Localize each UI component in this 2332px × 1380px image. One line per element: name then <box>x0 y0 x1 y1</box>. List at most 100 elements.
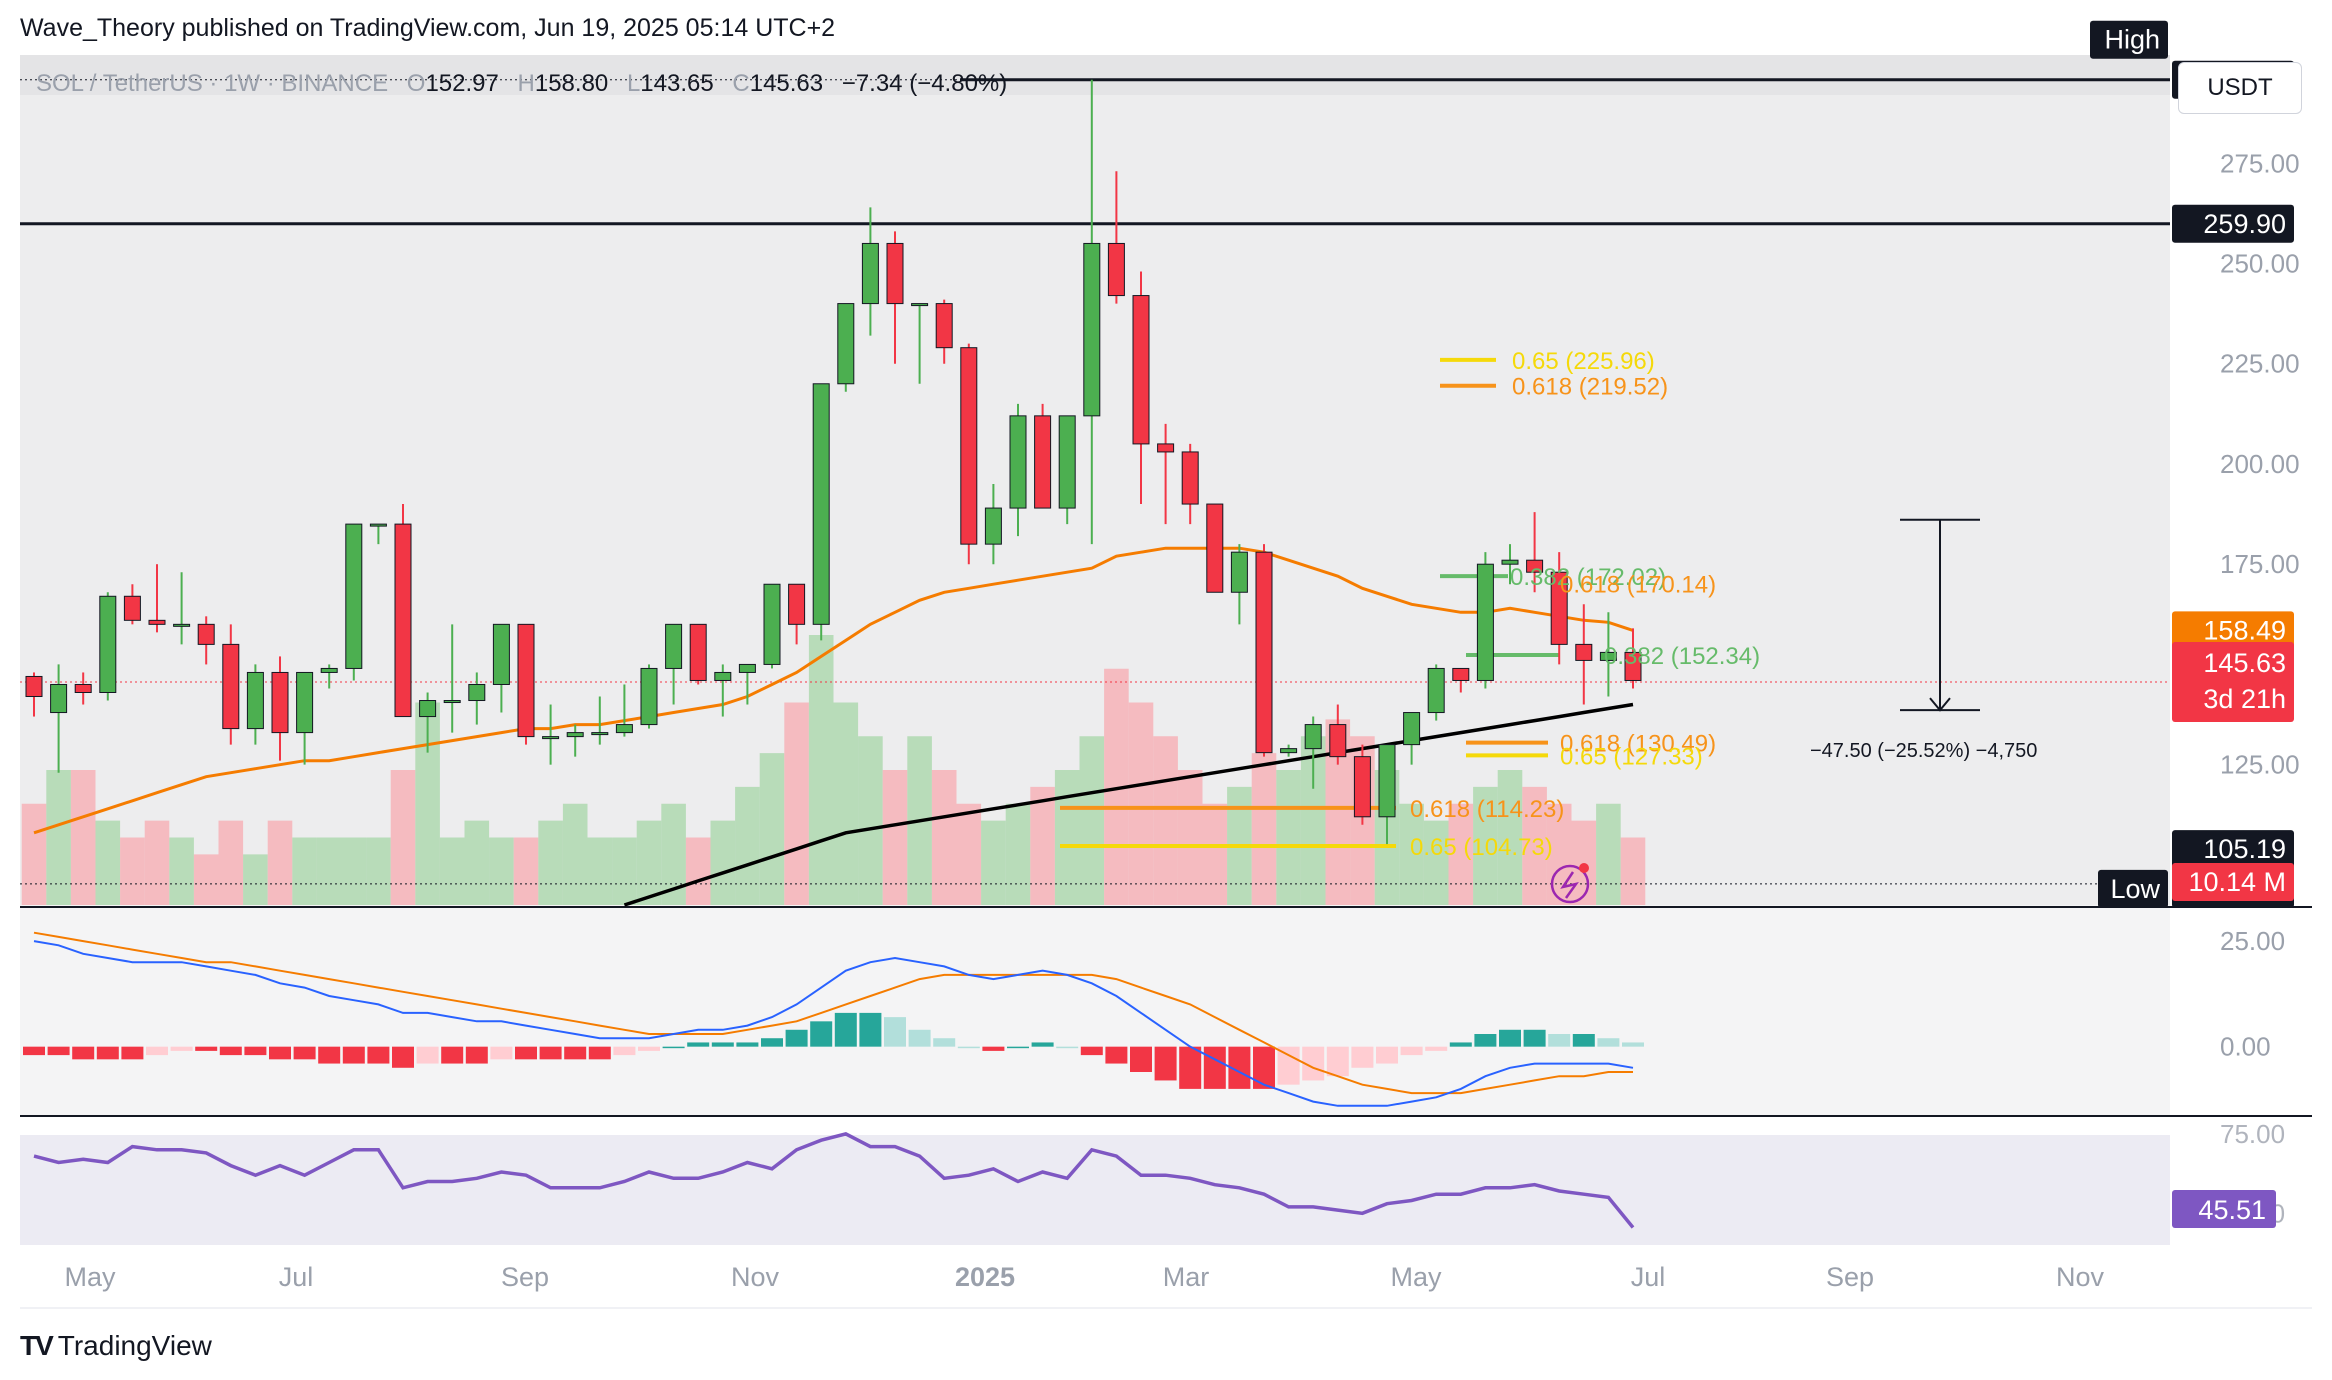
macd-histogram-bar <box>1253 1046 1275 1089</box>
candle-body <box>1107 242 1125 297</box>
candle-body <box>1599 651 1617 661</box>
candle-body <box>1181 451 1199 505</box>
candle-body <box>591 732 609 736</box>
candle-body <box>123 595 141 621</box>
fib-label: 0.618 (130.49) <box>1560 731 1716 758</box>
volume-bar <box>1620 837 1646 905</box>
candle-body <box>935 303 953 349</box>
candle-body <box>1058 415 1076 509</box>
candle-body <box>1403 712 1421 746</box>
macd-histogram-bar <box>1031 1042 1054 1047</box>
volume-bar <box>759 753 785 905</box>
price-tick: 225.00 <box>2220 349 2300 379</box>
candle-body <box>763 583 781 665</box>
volume-bar <box>931 770 957 905</box>
volume-bar <box>1251 753 1277 905</box>
candle-body <box>1206 503 1224 593</box>
volume-bar <box>882 770 908 905</box>
volume-tag: 10.14 M <box>2188 867 2286 897</box>
low-label: L <box>626 70 641 97</box>
volume-bar <box>612 837 637 905</box>
macd-histogram-bar <box>539 1046 562 1060</box>
volume-bar <box>1423 820 1449 905</box>
candle-body <box>714 671 732 681</box>
candle-body <box>1304 724 1322 750</box>
high-label: H <box>517 70 535 97</box>
macd-histogram-bar <box>367 1046 390 1064</box>
tradingview-brand[interactable]: TV TradingView <box>20 1330 212 1362</box>
macd-histogram-bar <box>1326 1046 1349 1077</box>
low-tag: Low <box>2110 874 2160 904</box>
macd-histogram-bar <box>342 1046 365 1064</box>
candle-body <box>911 303 929 307</box>
volume-tag-bg <box>2172 863 2294 901</box>
currency-button[interactable]: USDT <box>2178 62 2302 114</box>
macd-histogram-bar <box>1203 1046 1226 1089</box>
volume-bar <box>1128 702 1154 905</box>
volume-bar <box>316 837 342 905</box>
macd-histogram-bar <box>1302 1046 1325 1081</box>
candle-body <box>271 671 289 734</box>
candle-body <box>665 623 683 669</box>
price-tick: 250.00 <box>2220 248 2300 278</box>
time-tick: Sep <box>1826 1262 1874 1292</box>
macd-histogram-bar <box>638 1046 660 1051</box>
fib-label: 0.65 (225.96) <box>1512 348 1655 375</box>
open-value: 152.97 <box>425 70 499 97</box>
sma-line <box>623 702 1634 907</box>
symbol-title[interactable]: SOL / TetherUS · 1W · BINANCE <box>36 70 389 97</box>
volume-bar <box>70 770 96 905</box>
high-value: 158.80 <box>534 70 609 97</box>
macd-histogram-bar <box>392 1046 414 1068</box>
macd-histogram-bar <box>465 1046 488 1064</box>
time-tick: 2025 <box>955 1262 1015 1292</box>
ema-tag: 158.49 <box>2203 615 2286 645</box>
candle-body <box>1452 667 1470 681</box>
volume-bar <box>1054 770 1080 905</box>
macd-histogram-bar <box>121 1046 144 1060</box>
macd-histogram-bar <box>318 1046 341 1064</box>
volume-bar <box>685 837 711 905</box>
candle-body <box>296 671 314 734</box>
alert-lightning-icon <box>1560 871 1579 899</box>
candle-body <box>222 643 240 730</box>
change-value: −7.34 (−4.80%) <box>841 70 1008 97</box>
volume-bar <box>218 820 244 905</box>
macd-histogram-bar <box>785 1029 808 1047</box>
volume-bar <box>169 837 194 905</box>
macd-histogram-bar <box>588 1046 611 1060</box>
macd-histogram-bar <box>47 1046 70 1056</box>
candle-body <box>468 683 486 702</box>
candle-body <box>50 683 68 714</box>
volume-bar <box>1571 820 1597 905</box>
candle-body <box>246 671 264 730</box>
last-price-tag-bg <box>2172 642 2294 722</box>
candle-body <box>1378 744 1396 818</box>
candle-body <box>1132 295 1150 445</box>
macd-histogram-bar <box>1548 1034 1571 1047</box>
macd-histogram-bar <box>687 1042 710 1047</box>
volume-bar <box>1005 803 1031 905</box>
macd-histogram-bar <box>933 1038 956 1047</box>
macd-pane-bg <box>20 905 2170 1115</box>
macd-histogram-bar <box>564 1046 587 1060</box>
candle-body <box>542 736 560 740</box>
macd-signal-line <box>33 931 1633 1095</box>
macd-tick: 25.00 <box>2220 926 2285 956</box>
macd-histogram-bar <box>884 1017 906 1047</box>
volume-bar <box>366 837 391 905</box>
time-tick: Nov <box>731 1262 780 1292</box>
symbol-ohlc-legend: SOL / TetherUS · 1W · BINANCE O152.97 H1… <box>36 70 1007 98</box>
time-tick: Sep <box>501 1262 549 1292</box>
open-label: O <box>406 70 426 97</box>
macd-histogram-bar <box>908 1029 931 1047</box>
candle-body <box>689 623 707 681</box>
fib-label: 0.382 (152.34) <box>1604 643 1760 670</box>
macd-histogram-bar <box>1449 1042 1472 1047</box>
alert-lightning-icon <box>1550 864 1590 904</box>
candle-body <box>1280 748 1298 754</box>
volume-bar <box>46 770 71 905</box>
macd-histogram-bar <box>736 1042 759 1047</box>
fib-label: 0.618 (219.52) <box>1512 374 1668 401</box>
